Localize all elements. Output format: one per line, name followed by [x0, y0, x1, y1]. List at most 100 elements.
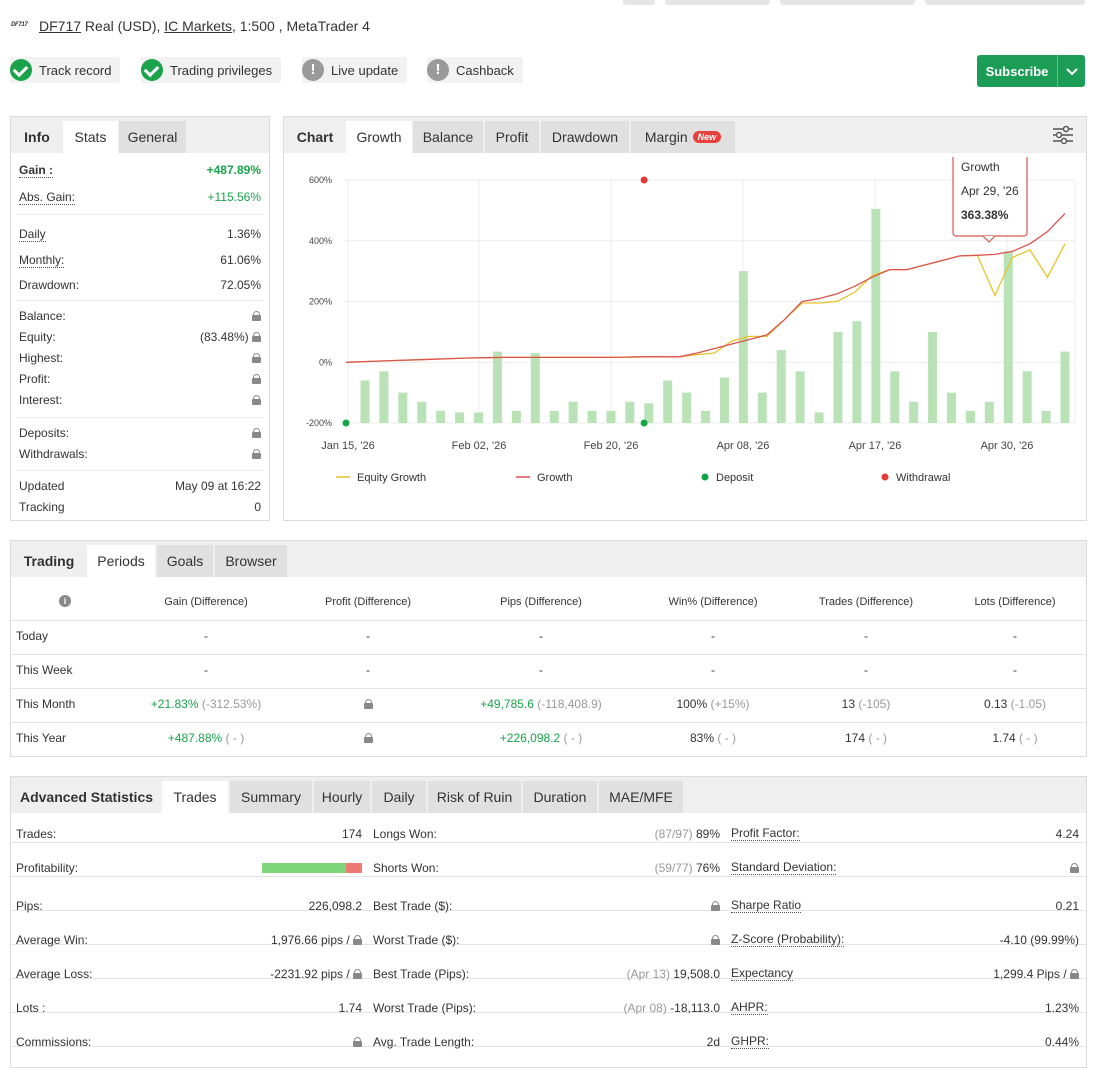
profit-bar[interactable] [776, 350, 786, 423]
profit-bar[interactable] [814, 412, 824, 423]
profit-bar[interactable] [625, 401, 635, 423]
deposit-marker[interactable] [640, 419, 648, 427]
abs-gain-label[interactable]: Abs. Gain: [19, 189, 76, 205]
profit-bar[interactable] [1041, 410, 1051, 423]
tab-mae-mfe[interactable]: MAE/MFE [599, 781, 683, 813]
profit-bar[interactable] [928, 331, 938, 423]
tab-stats[interactable]: Stats [63, 121, 118, 153]
profit-bar[interactable] [852, 321, 862, 423]
broker-link[interactable]: IC Markets [164, 18, 232, 34]
badge-live-update[interactable]: Live update [302, 57, 408, 83]
profit-bar[interactable] [738, 271, 748, 423]
profit-bar[interactable] [530, 353, 540, 423]
profit-bar[interactable] [984, 401, 994, 423]
profit-bar[interactable] [360, 380, 370, 423]
profit-bar[interactable] [644, 403, 654, 423]
profit-bar[interactable] [871, 208, 881, 423]
tab-profit[interactable]: Profit [485, 121, 539, 153]
tab-margin[interactable]: Margin New [631, 121, 735, 153]
top-button-2[interactable] [665, 0, 770, 5]
tab-growth[interactable]: Growth [346, 121, 412, 153]
column-header[interactable]: Gain (Difference) [164, 596, 248, 608]
tab-drawdown[interactable]: Drawdown [541, 121, 629, 153]
badge-track-record[interactable]: Track record [10, 57, 121, 83]
series-line-equity-growth[interactable] [345, 243, 1066, 363]
profit-bar[interactable] [946, 392, 956, 423]
profit-bar[interactable] [492, 351, 502, 423]
tab-info[interactable]: Info [24, 129, 50, 145]
deposit-marker[interactable] [342, 419, 350, 427]
stat-label[interactable]: Sharpe Ratio [731, 898, 802, 913]
stat-label[interactable]: GHPR: [731, 1034, 770, 1049]
tab-browser[interactable]: Browser [215, 545, 287, 577]
tab-trades[interactable]: Trades [162, 781, 228, 813]
profit-bar[interactable] [682, 392, 692, 423]
account-name-link[interactable]: DF717 [39, 18, 82, 34]
top-button-1[interactable] [623, 0, 655, 5]
tab-chart[interactable]: Chart [296, 129, 334, 145]
profit-bar[interactable] [1003, 251, 1013, 423]
profit-bar[interactable] [511, 410, 521, 423]
profit-bar[interactable] [663, 380, 673, 423]
tab-balance[interactable]: Balance [413, 121, 483, 153]
profit-bar[interactable] [417, 401, 427, 423]
top-button-3[interactable] [780, 0, 915, 5]
gain-label[interactable]: Gain : [19, 162, 54, 178]
profit-bar[interactable] [436, 410, 446, 423]
legend-label[interactable]: Deposit [716, 472, 753, 484]
legend-label[interactable]: Withdrawal [896, 472, 950, 484]
profit-bar[interactable] [965, 410, 975, 423]
profit-bar[interactable] [455, 412, 465, 423]
profit-bar[interactable] [587, 410, 597, 423]
profit-bar[interactable] [1060, 351, 1070, 423]
stat-label[interactable]: Expectancy [731, 966, 794, 981]
tab-daily[interactable]: Daily [372, 781, 426, 813]
info-icon[interactable]: i [59, 595, 71, 607]
tab-periods[interactable]: Periods [87, 545, 155, 577]
profit-bar[interactable] [757, 392, 767, 423]
tab-trading[interactable]: Trading [23, 553, 75, 569]
profit-bar[interactable] [795, 371, 805, 423]
legend-label[interactable]: Equity Growth [357, 472, 426, 484]
tab-risk-of-ruin[interactable]: Risk of Ruin [428, 781, 521, 813]
column-header[interactable]: Pips (Difference) [500, 596, 582, 608]
tab-duration[interactable]: Duration [523, 781, 597, 813]
column-header[interactable]: Win% (Difference) [668, 596, 758, 608]
stat-label[interactable]: Z-Score (Probability): [731, 932, 845, 947]
column-header[interactable]: Trades (Difference) [818, 596, 914, 608]
monthly-label[interactable]: Monthly: [19, 252, 65, 268]
legend-label[interactable]: Growth [537, 472, 572, 484]
profit-bar[interactable] [833, 331, 843, 423]
tab-goals[interactable]: Goals [157, 545, 213, 577]
tab-advanced-statistics[interactable]: Advanced Statistics [19, 789, 154, 805]
top-button-4[interactable] [925, 0, 1085, 5]
profit-bar[interactable] [606, 410, 616, 423]
tab-hourly[interactable]: Hourly [314, 781, 370, 813]
profit-bar[interactable] [474, 412, 484, 423]
chart-settings-icon[interactable] [1052, 125, 1074, 145]
badge-cashback[interactable]: Cashback [427, 57, 523, 83]
stat-label[interactable]: Profit Factor: [731, 826, 800, 841]
badge-trading-privileges[interactable]: Trading privileges [141, 57, 282, 83]
profit-bar[interactable] [1022, 371, 1032, 423]
chevron-down-icon[interactable] [1058, 64, 1085, 79]
tab-summary[interactable]: Summary [230, 781, 312, 813]
column-header[interactable]: Profit (Difference) [325, 596, 411, 608]
series-line-growth[interactable] [345, 212, 1066, 363]
profit-bar[interactable] [701, 410, 711, 423]
profit-bar[interactable] [890, 371, 900, 423]
withdrawal-marker[interactable] [640, 176, 648, 184]
daily-label[interactable]: Daily [19, 226, 46, 242]
subscribe-button[interactable]: Subscribe [977, 55, 1085, 87]
column-header[interactable]: Lots (Difference) [974, 596, 1056, 608]
profit-bar[interactable] [549, 410, 559, 423]
profit-bar[interactable] [909, 401, 919, 423]
growth-chart[interactable]: 600% 400% 200% 0% -200% Jan 15, '26 Feb 02, '2… [284, 157, 1084, 519]
tab-general[interactable]: General [119, 121, 186, 153]
stat-label[interactable]: AHPR: [731, 1000, 768, 1015]
profit-bar[interactable] [719, 377, 729, 423]
profit-bar[interactable] [568, 401, 578, 423]
profit-bar[interactable] [398, 392, 408, 423]
stat-label[interactable]: Standard Deviation: [731, 860, 837, 875]
profit-bar[interactable] [379, 371, 389, 423]
